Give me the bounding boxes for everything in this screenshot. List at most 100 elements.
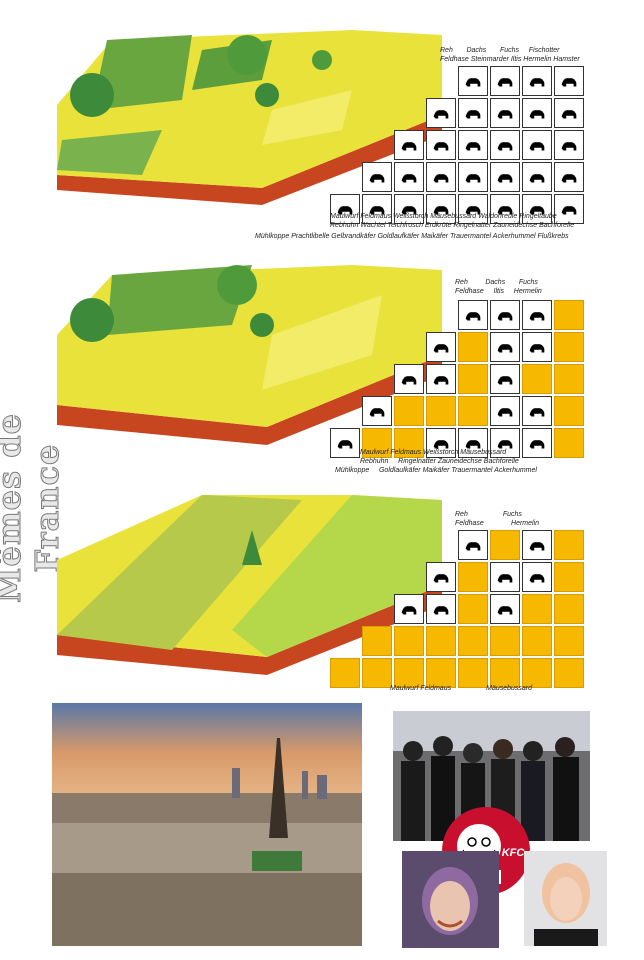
species-cell: [522, 162, 552, 192]
species-cell: [490, 332, 520, 362]
species-cell: [490, 300, 520, 330]
species-cell: [458, 530, 488, 560]
label: Trauermantel: [451, 467, 493, 474]
label-iltis: Iltis: [510, 56, 522, 63]
label: Ackerhummel: [492, 233, 536, 240]
grid-cell: [394, 530, 424, 560]
species-cell: [554, 130, 584, 160]
label-fischotter: Fischotter: [528, 47, 560, 54]
grid-cell: [330, 364, 360, 394]
crowd-drawing: [393, 711, 590, 841]
grid-cell: [394, 332, 424, 362]
species-cell: [522, 66, 552, 96]
portrait-photo-1: [402, 851, 499, 948]
label: Maikäfer: [422, 467, 450, 474]
grid-cell: [458, 562, 488, 592]
species-cell: [522, 428, 552, 458]
label: Hermelin: [511, 520, 540, 527]
grid-cell: [522, 364, 552, 394]
species-cell: [522, 130, 552, 160]
species-cell: [554, 98, 584, 128]
species-cell: [426, 562, 456, 592]
species-cell: [458, 130, 488, 160]
grid-cell: [394, 428, 424, 458]
species-cell: [426, 162, 456, 192]
grid-cell: [394, 66, 424, 96]
paris-skyline-photo: [52, 703, 362, 946]
species-cell: [330, 194, 360, 224]
species-cell: [490, 194, 520, 224]
species-grid-1: [330, 66, 584, 224]
grid-cell: [330, 98, 360, 128]
grid-cell: [426, 626, 456, 656]
grid-cell: [330, 658, 360, 688]
paris-skyline-drawing: [52, 703, 362, 946]
label: Gelbrandkäfer: [331, 233, 376, 240]
grid-cell: [426, 300, 456, 330]
label: Rebhuhn: [330, 222, 359, 229]
label: Teichfrosch: [387, 222, 424, 229]
bottom-labels: Maulwurf Feldmaus Mäusebussard: [390, 684, 532, 693]
species-cell: [490, 428, 520, 458]
label: Weißstorch: [393, 213, 429, 220]
label: Ackerhummel: [494, 467, 537, 474]
grid-cell: [458, 396, 488, 426]
grid-cell: [490, 626, 520, 656]
label: Fuchs: [502, 511, 522, 518]
species-cell: [394, 364, 424, 394]
species-cell: [458, 428, 488, 458]
species-cell: [490, 162, 520, 192]
landscape-illustration-1: [57, 30, 442, 205]
species-cell: [362, 396, 392, 426]
label: Feldmaus: [420, 685, 452, 692]
label: Goldlaufkäfer: [377, 233, 420, 240]
grid-cell: [362, 364, 392, 394]
species-cell: [458, 98, 488, 128]
species-cell: [522, 396, 552, 426]
grid-cell: [522, 658, 552, 688]
grid-cell: [554, 428, 584, 458]
species-cell: [426, 364, 456, 394]
label: Erdkröte: [425, 222, 452, 229]
grid-cell: [362, 428, 392, 458]
portrait-photo-2: [524, 851, 607, 946]
label: Maulwurf: [330, 213, 359, 220]
label: Bachforelle: [539, 222, 575, 229]
label: Reh: [455, 511, 468, 518]
species-cell: [426, 428, 456, 458]
landscape-illustration-3: [57, 495, 442, 675]
species-cell: [394, 130, 424, 160]
grid-cell: [362, 98, 392, 128]
species-cell: [426, 594, 456, 624]
grid-cell: [330, 530, 360, 560]
grid-cell: [554, 594, 584, 624]
species-cell: [394, 162, 424, 192]
label: Ringelnatter: [453, 222, 492, 229]
grid-cell: [362, 626, 392, 656]
grid-cell: [330, 300, 360, 330]
grid-cell: [554, 364, 584, 394]
label-hermelin: Hermelin: [523, 56, 552, 63]
species-cell: [554, 66, 584, 96]
species-cell: [426, 130, 456, 160]
species-cell: [554, 194, 584, 224]
label: Waldohreule: [478, 213, 518, 220]
bottom-labels-3: Mühlkoppe Prachtlibelle Gelbrandkäfer Go…: [255, 232, 569, 241]
grid-cell: [362, 594, 392, 624]
grid-cell: [362, 332, 392, 362]
species-cell: [490, 562, 520, 592]
grid-cell: [362, 562, 392, 592]
grid-cell: [458, 626, 488, 656]
grid-cell: [426, 66, 456, 96]
species-grid-2: [330, 300, 584, 458]
panel-monoculture-landscape: Reh Fuchs Feldhase Hermelin Maulwurf Fel…: [0, 490, 644, 700]
panel-diverse-landscape: Reh Dachs Fuchs Fischotter Feldhase Stei…: [0, 0, 644, 250]
species-cell: [394, 194, 424, 224]
grid-cell: [330, 332, 360, 362]
grid-cell: [362, 300, 392, 330]
species-cell: [426, 98, 456, 128]
crowd-photo: [393, 711, 590, 841]
grid-cell: [554, 332, 584, 362]
portrait-drawing-2: [524, 851, 607, 946]
label: Hermelin: [513, 288, 542, 295]
